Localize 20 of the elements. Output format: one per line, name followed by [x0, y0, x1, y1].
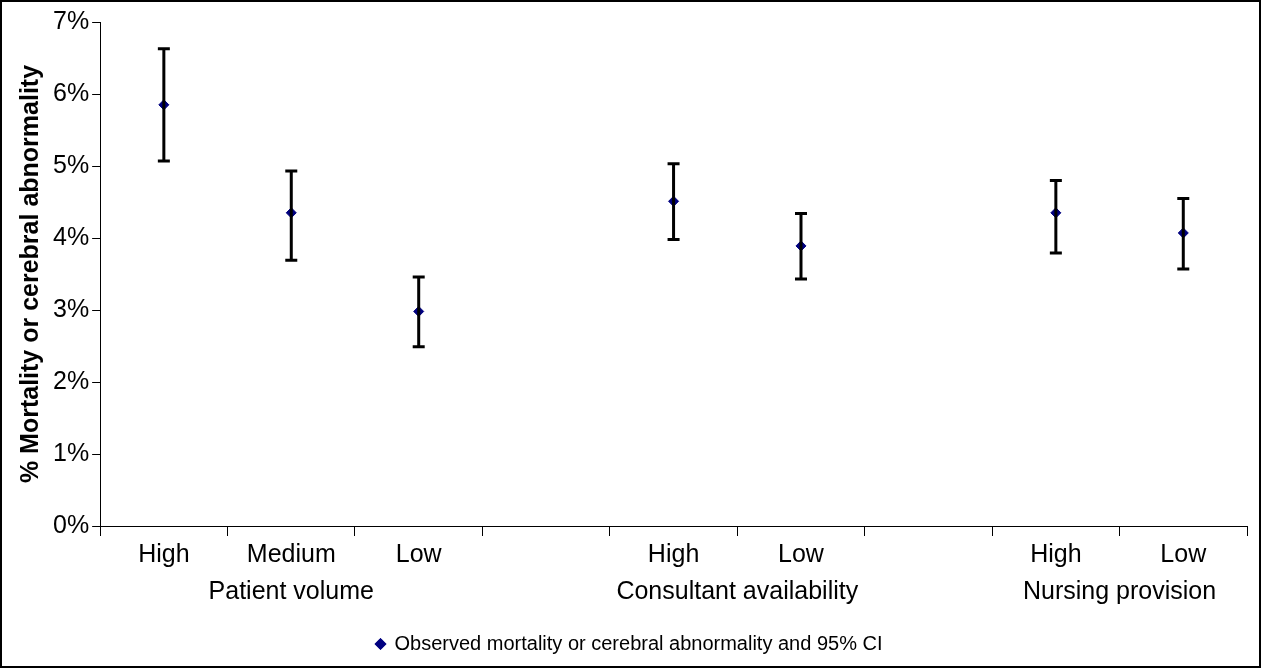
- y-tick-label: 2%: [52, 365, 90, 394]
- text: Consultant availability: [616, 576, 859, 605]
- y-tick-label: 3%: [52, 293, 90, 322]
- y-tick-label: 1%: [52, 437, 90, 466]
- y-tick-label: 0%: [52, 509, 90, 538]
- y-axis-title: % Mortality or cerebral abnormality: [14, 64, 43, 484]
- x-tick-label: Medium: [246, 538, 336, 567]
- y-tick-label: 6%: [52, 77, 90, 106]
- text: Nursing provision: [1023, 576, 1217, 605]
- y-tick-label: 7%: [52, 5, 90, 34]
- x-tick-label: High: [138, 538, 190, 567]
- legend-label: Observed mortality or cerebral abnormality and 95% CI: [394, 631, 883, 654]
- x-tick-label: High: [647, 538, 700, 567]
- text: Patient volume: [208, 576, 374, 605]
- x-tick-label: Low: [395, 538, 443, 567]
- y-tick-label: 5%: [52, 149, 90, 178]
- y-tick-label: 4%: [52, 221, 90, 250]
- x-tick-label: Low: [1160, 538, 1208, 567]
- x-tick-label: Low: [778, 538, 825, 567]
- x-tick-label: High: [1030, 538, 1082, 567]
